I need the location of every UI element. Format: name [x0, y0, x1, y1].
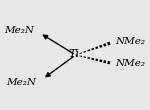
Text: NMe₂: NMe₂ [116, 60, 146, 69]
Text: Ti: Ti [68, 49, 79, 59]
Text: Me₂N: Me₂N [4, 26, 34, 35]
Text: NMe₂: NMe₂ [116, 37, 146, 46]
Text: Me₂N: Me₂N [6, 78, 36, 87]
